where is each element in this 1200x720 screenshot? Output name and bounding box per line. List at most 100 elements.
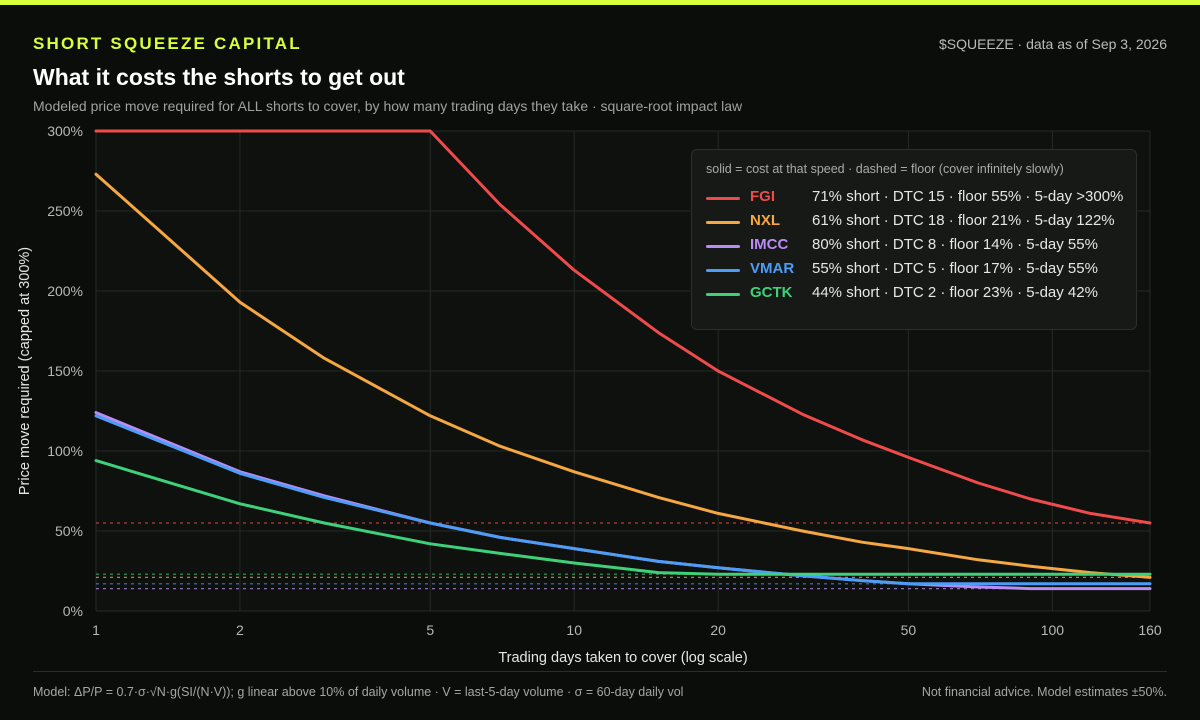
data-point-nxl — [907, 547, 910, 550]
data-point-vmar — [322, 496, 326, 499]
data-point-fgi — [907, 456, 910, 459]
data-point-nxl — [977, 558, 980, 561]
legend-ticker: NXL — [750, 212, 780, 229]
data-point-vmar — [498, 536, 502, 539]
data-point-gctk — [322, 521, 326, 525]
accent-bar — [0, 0, 1200, 5]
data-point-nxl — [1148, 576, 1152, 579]
footer-divider — [33, 671, 1167, 672]
x-tick-label: 160 — [1138, 622, 1162, 638]
legend-item-gctk: GCTK 44% short · DTC 2 · floor 23% · 5-da… — [706, 283, 1136, 305]
brand-name: SHORT SQUEEZE CAPITAL — [33, 34, 302, 53]
y-tick-label: 200% — [47, 283, 83, 299]
chart-title: What it costs the shorts to get out — [33, 64, 405, 90]
y-tick-label: 250% — [47, 203, 83, 219]
data-point-gctk — [429, 542, 432, 545]
x-tick-label: 50 — [901, 622, 917, 638]
x-axis-label: Trading days taken to cover (log scale) — [498, 650, 747, 666]
data-point-gctk — [1029, 573, 1032, 576]
legend-item-vmar: VMAR 55% short · DTC 5 · floor 17% · 5-da… — [706, 259, 1136, 281]
data-point-fgi — [716, 369, 720, 373]
data-point-fgi — [238, 129, 242, 133]
chart-legend: solid = cost at that speed · dashed = fl… — [691, 149, 1137, 330]
data-point-vmar — [1148, 582, 1152, 585]
data-point-nxl — [94, 173, 98, 176]
data-point-imcc — [977, 585, 980, 589]
data-point-vmar — [907, 582, 910, 585]
legend-swatch — [706, 293, 740, 296]
data-point-fgi — [977, 481, 980, 485]
y-axis-label: Price move required (capped at 300%) — [17, 247, 33, 495]
y-tick-label: 0% — [63, 603, 83, 619]
data-point-vmar — [238, 472, 242, 475]
data-point-fgi — [322, 129, 326, 133]
data-point-gctk — [94, 459, 98, 462]
x-tick-label: 1 — [92, 622, 100, 638]
data-point-gctk — [977, 573, 980, 576]
data-point-nxl — [657, 496, 660, 499]
legend-ticker: VMAR — [750, 260, 795, 277]
data-point-nxl — [429, 414, 432, 417]
data-point-vmar — [94, 414, 98, 417]
data-point-gctk — [860, 573, 864, 576]
legend-item-imcc: IMCC 80% short · DTC 8 · floor 14% · 5-da… — [706, 235, 1136, 257]
data-point-gctk — [907, 573, 910, 576]
legend-description: 44% short · DTC 2 · floor 23% · 5-day 42… — [812, 284, 1098, 301]
data-point-fgi — [657, 331, 660, 334]
data-point-nxl — [572, 470, 576, 473]
data-point-nxl — [322, 357, 326, 360]
data-point-gctk — [1089, 573, 1092, 576]
data-point-gctk — [238, 502, 242, 505]
data-point-vmar — [429, 521, 432, 525]
data-point-vmar — [716, 566, 720, 569]
legend-description: 55% short · DTC 5 · floor 17% · 5-day 55… — [812, 260, 1098, 277]
legend-description: 71% short · DTC 15 · floor 55% · 5-day >… — [812, 188, 1124, 205]
legend-description: 61% short · DTC 18 · floor 21% · 5-day 1… — [812, 212, 1115, 229]
data-point-gctk — [657, 571, 660, 574]
x-tick-label: 10 — [566, 622, 582, 638]
data-point-fgi — [429, 129, 432, 133]
data-point-gctk — [716, 573, 720, 576]
data-point-vmar — [860, 579, 864, 582]
data-point-nxl — [498, 445, 502, 448]
data-point-gctk — [801, 573, 804, 576]
x-tick-label: 2 — [236, 622, 244, 638]
legend-ticker: GCTK — [750, 284, 793, 301]
data-point-imcc — [1089, 587, 1092, 590]
data-point-nxl — [238, 301, 242, 304]
legend-swatch — [706, 221, 740, 224]
data-point-fgi — [801, 413, 804, 416]
y-tick-label: 50% — [55, 523, 83, 539]
data-point-vmar — [977, 582, 980, 585]
data-point-fgi — [498, 203, 502, 206]
y-tick-label: 100% — [47, 443, 83, 459]
legend-description: 80% short · DTC 8 · floor 14% · 5-day 55… — [812, 236, 1098, 253]
y-tick-label: 150% — [47, 363, 83, 379]
legend-ticker: FGI — [750, 188, 775, 205]
data-point-vmar — [572, 547, 576, 550]
data-point-fgi — [860, 438, 864, 441]
data-point-vmar — [657, 560, 660, 563]
data-point-nxl — [1029, 565, 1032, 568]
legend-item-fgi: FGI 71% short · DTC 15 · floor 55% · 5-da… — [706, 187, 1136, 209]
data-point-nxl — [716, 512, 720, 515]
x-tick-label: 20 — [710, 622, 726, 638]
legend-item-nxl: NXL 61% short · DTC 18 · floor 21% · 5-da… — [706, 211, 1136, 233]
x-tick-label: 100 — [1041, 622, 1065, 638]
data-point-gctk — [1148, 573, 1152, 576]
disclaimer: Not financial advice. Model estimates ±5… — [921, 685, 1167, 699]
data-point-nxl — [860, 541, 864, 544]
legend-swatch — [706, 245, 740, 248]
data-point-imcc — [94, 411, 98, 414]
data-point-fgi — [572, 269, 576, 272]
legend-note: solid = cost at that speed · dashed = fl… — [706, 162, 1064, 176]
data-point-vmar — [1089, 582, 1092, 585]
legend-swatch — [706, 269, 740, 272]
data-point-gctk — [572, 561, 576, 565]
data-point-vmar — [1029, 582, 1032, 585]
data-point-fgi — [94, 129, 98, 133]
data-as-of: $SQUEEZE · data as of Sep 3, 2026 — [938, 36, 1167, 52]
data-point-nxl — [801, 529, 804, 533]
data-point-fgi — [1148, 521, 1152, 525]
